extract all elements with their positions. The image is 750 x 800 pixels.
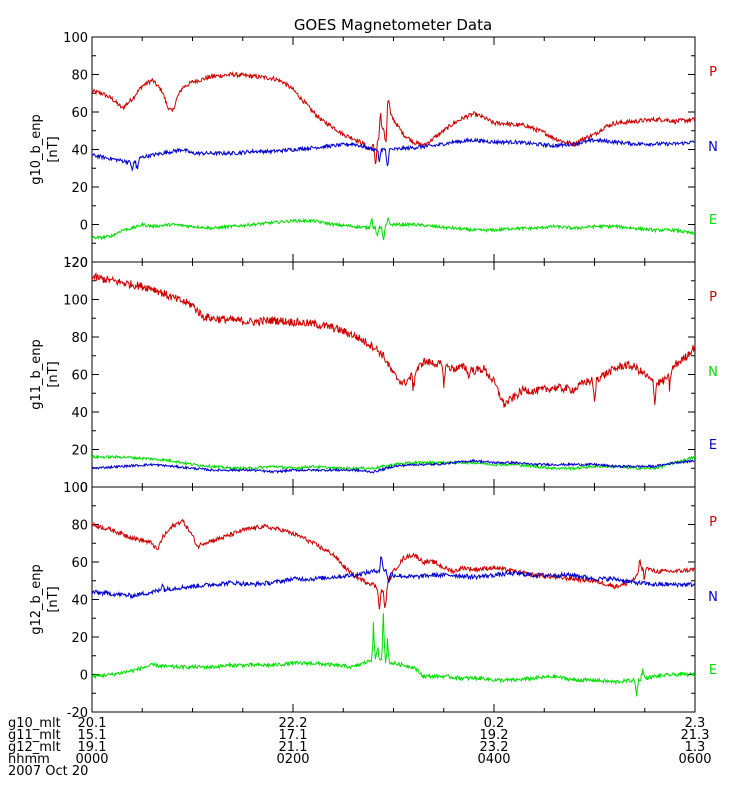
y-tick-label: 40 — [71, 594, 88, 609]
annotation-value: 19.2 — [480, 728, 509, 743]
annotation-row-label: hhmm — [8, 752, 50, 767]
legend-p: P — [709, 290, 717, 305]
annotation-value: 20.1 — [78, 716, 107, 731]
y-axis-unit: [nT] — [46, 361, 61, 387]
annotation-value: 0200 — [276, 752, 309, 767]
series-line-p — [92, 70, 695, 165]
legend-n: N — [708, 140, 718, 155]
series-line-e — [92, 458, 695, 475]
y-tick-label: 80 — [71, 69, 88, 84]
y-tick-label: -20 — [67, 706, 88, 721]
y-tick-label: 100 — [63, 481, 88, 496]
legend-p: P — [709, 515, 717, 530]
y-tick-label: 100 — [63, 31, 88, 46]
legend-e: E — [709, 663, 717, 678]
series-line-n — [92, 556, 695, 600]
series-line-p — [92, 272, 695, 408]
y-tick-label: 60 — [71, 106, 88, 121]
series-line-n — [92, 137, 695, 173]
annotation-value: 0400 — [477, 752, 510, 767]
annotation-value: 21.3 — [681, 728, 710, 743]
legend-e: E — [709, 213, 717, 228]
annotation-value: 0600 — [678, 752, 711, 767]
annotation-row-label: g12_mlt — [8, 740, 61, 755]
series-line-p — [92, 518, 695, 610]
annotation-value: 15.1 — [78, 728, 107, 743]
y-tick-label: 20 — [71, 631, 88, 646]
y-tick-label: 60 — [71, 556, 88, 571]
y-tick-label: 80 — [71, 331, 88, 346]
annotation-value: 2.3 — [685, 716, 706, 731]
annotation-value: 23.2 — [480, 740, 509, 755]
panel-3: -20 0 20 40 60 80 100 g12_b_enp [nT] P N E — [29, 481, 718, 721]
y-tick-label: 100 — [63, 294, 88, 309]
annotation-value: 0000 — [75, 752, 108, 767]
chart-title: GOES Magnetometer Data — [294, 16, 492, 34]
annotation-value: 0.2 — [484, 716, 505, 731]
y-tick-label: 80 — [71, 519, 88, 534]
y-tick-label: 40 — [71, 406, 88, 421]
legend-n: N — [708, 590, 718, 605]
y-tick-label: 0 — [80, 669, 88, 684]
legend-e: E — [709, 438, 717, 453]
y-tick-label: 20 — [71, 181, 88, 196]
annotation-value: 19.1 — [78, 740, 107, 755]
y-tick-label: 120 — [63, 256, 88, 271]
y-axis-unit: [nT] — [46, 136, 61, 162]
annotation-row-label: g10_mlt — [8, 716, 61, 731]
y-tick-label: -20 — [67, 256, 88, 271]
y-tick-label: 60 — [71, 369, 88, 384]
series-line-n — [92, 454, 695, 472]
series-line-e — [92, 216, 695, 241]
y-tick-label: 0 — [80, 481, 88, 496]
y-axis-label: g10_b_enp — [29, 114, 44, 185]
y-axis-label: g11_b_enp — [29, 339, 44, 410]
annotation-value: 1.3 — [685, 740, 706, 755]
y-tick-label: 40 — [71, 144, 88, 159]
date-label: 2007 Oct 20 — [8, 764, 88, 779]
series-line-e — [92, 613, 695, 697]
legend-p: P — [709, 65, 717, 80]
y-tick-label: 0 — [80, 219, 88, 234]
annotation-value: 21.1 — [279, 740, 308, 755]
y-axis-label: g12_b_enp — [29, 564, 44, 635]
y-tick-label: 20 — [71, 444, 88, 459]
y-axis-unit: [nT] — [46, 586, 61, 612]
annotation-value: 22.2 — [279, 716, 308, 731]
panel-2: 0 20 40 60 80 100 120 g11_b_enp [nT] P N E — [29, 256, 718, 496]
legend-n: N — [708, 365, 718, 380]
annotation-value: 17.1 — [279, 728, 308, 743]
panel-1: -20 0 20 40 60 80 100 g10_b_enp [nT] P N E — [29, 31, 718, 271]
x-annotation-table: g10_mlt 20.1 22.2 0.2 2.3 g11_mlt 15.1 17.1 19.2… — [8, 716, 712, 779]
annotation-row-label: g11_mlt — [8, 728, 61, 743]
